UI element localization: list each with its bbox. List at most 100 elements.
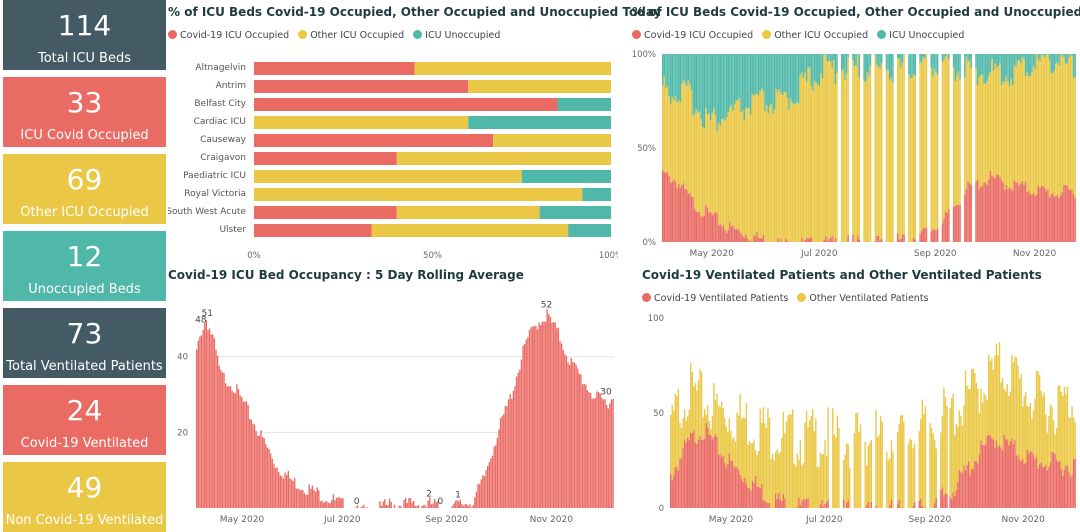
covid-vent-bar (826, 502, 827, 508)
other-bar (1012, 85, 1013, 191)
covid-bar (971, 185, 972, 242)
other-vent-bar (878, 435, 879, 508)
unocc-bar (1007, 54, 1008, 82)
other-bar (750, 115, 751, 241)
legend-covid-vent[interactable]: Covid-19 Ventilated Patients (642, 293, 788, 304)
legend-other[interactable]: Other ICU Occupied (762, 30, 868, 41)
rolling-bar (254, 425, 255, 508)
legend-covid[interactable]: Covid-19 ICU Occupied (632, 30, 753, 41)
covid-vent-bar (702, 440, 703, 508)
legend-unocc[interactable]: ICU Unoccupied (413, 30, 500, 41)
rolling-bar (209, 328, 210, 508)
covid-bar (726, 233, 727, 242)
other-bar (934, 69, 935, 230)
other-bar (764, 112, 765, 242)
covid-bar (913, 238, 914, 242)
covid-vent-bar (704, 439, 705, 508)
other-bar (982, 74, 983, 186)
other-vent-bar (908, 444, 909, 508)
other-bar (1038, 59, 1039, 186)
other-bar (1030, 76, 1031, 194)
other-vent-bar (689, 410, 690, 440)
unocc-bar (854, 54, 855, 66)
rolling-bar (201, 335, 202, 508)
x-tick-label: May 2020 (689, 249, 734, 259)
covid-bar (1071, 189, 1072, 242)
kpi-label: Covid-19 Ventilated (3, 436, 166, 451)
rolling-bar (432, 504, 433, 508)
other-bar (999, 63, 1000, 177)
other-bar (881, 63, 882, 239)
other-bar (665, 89, 666, 173)
unocc-bar (750, 54, 751, 115)
other-vent-bar (764, 423, 765, 500)
legend-other-vent-label: Other Ventilated Patients (809, 293, 928, 304)
kpi-label: Unoccupied Beds (3, 282, 166, 297)
unocc-bar (801, 54, 802, 72)
legend-covid[interactable]: Covid-19 ICU Occupied (168, 30, 289, 41)
covid-bar (921, 231, 922, 242)
other-bar (705, 108, 706, 205)
unocc-bar (1002, 54, 1003, 81)
bar-segment (568, 224, 611, 237)
other-bar (827, 62, 828, 241)
unocc-bar (744, 54, 745, 121)
rolling-bar (337, 497, 338, 508)
unocc-bar (739, 54, 740, 98)
rolling-bar (492, 456, 493, 508)
rolling-bar (400, 506, 401, 508)
other-vent-bar (886, 452, 887, 508)
rolling-bar (389, 499, 390, 508)
covid-bar (1074, 199, 1075, 242)
unocc-bar (923, 54, 924, 57)
unocc-bar (935, 54, 936, 72)
rolling-bar (289, 478, 290, 508)
other-vent-bar (875, 410, 876, 506)
covid-vent-bar (914, 502, 915, 508)
other-vent-bar (1068, 417, 1069, 472)
covid-vent-bar (936, 498, 937, 508)
other-bar (766, 105, 767, 242)
legend-unocc[interactable]: ICU Unoccupied (877, 30, 964, 41)
other-bar (1010, 79, 1011, 189)
other-vent-bar (807, 427, 808, 498)
other-vent-bar (722, 408, 723, 455)
other-bar (1004, 82, 1005, 190)
other-bar (782, 95, 783, 242)
other-bar (785, 92, 786, 239)
other-vent-bar (986, 400, 987, 436)
other-vent-bar (1039, 375, 1040, 464)
covid-vent-bar (1062, 476, 1063, 508)
covid-vent-bar (1036, 457, 1037, 508)
unocc-bar (783, 54, 784, 92)
other-bar (686, 86, 687, 189)
other-vent-bar (746, 403, 747, 484)
unocc-bar (1060, 54, 1061, 55)
covid-vent-bar (756, 486, 757, 508)
legend-other[interactable]: Other ICU Occupied (298, 30, 404, 41)
other-vent-bar (843, 460, 844, 500)
other-vent-bar (892, 451, 893, 508)
other-bar (739, 98, 740, 231)
other-vent-bar (962, 425, 963, 473)
unocc-bar (1047, 54, 1048, 55)
unocc-bar (983, 54, 984, 84)
other-bar (712, 113, 713, 215)
rolling-bar (575, 365, 576, 508)
other-bar (694, 114, 695, 209)
other-bar (761, 88, 762, 238)
covid-vent-bar (824, 504, 825, 508)
covid-vent-bar (985, 444, 986, 508)
other-bar (1044, 57, 1045, 188)
covid-vent-bar (712, 439, 713, 508)
bar-segment (397, 206, 540, 219)
legend-other-vent[interactable]: Other Ventilated Patients (797, 293, 928, 304)
other-bar (1017, 61, 1018, 182)
